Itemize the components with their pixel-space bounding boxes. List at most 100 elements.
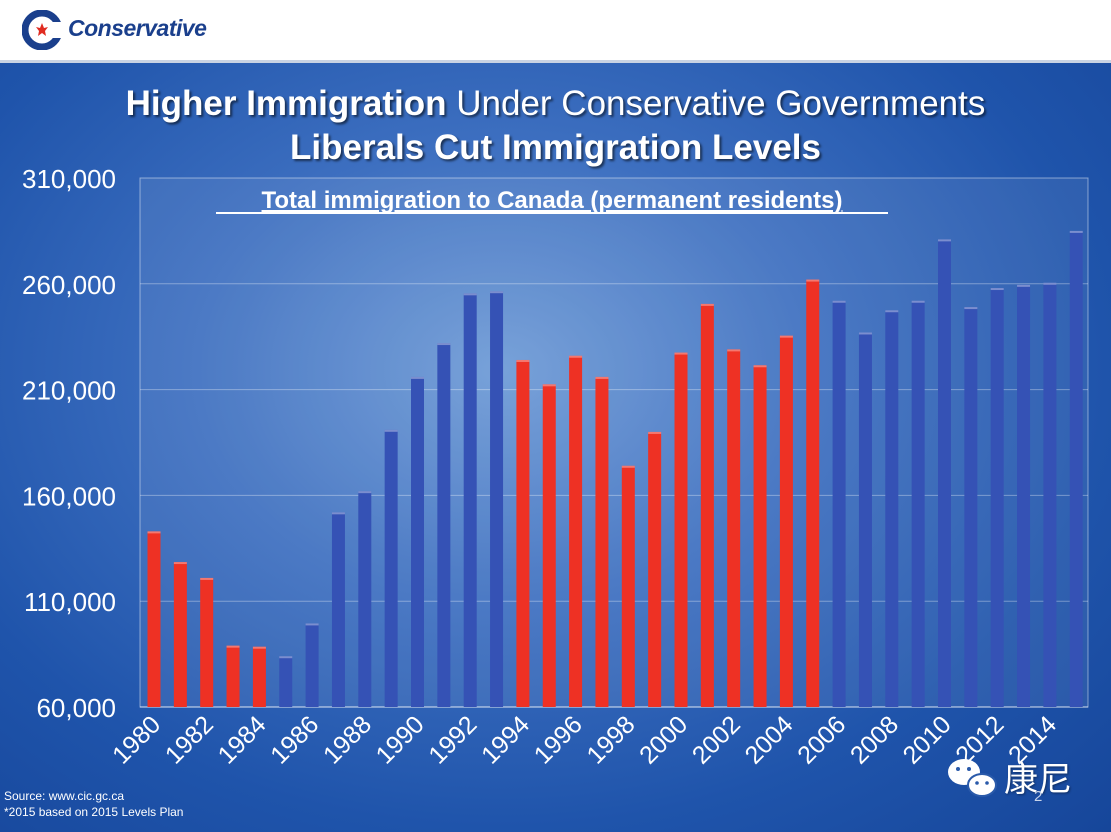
bar-1987: [331, 512, 345, 707]
watermark-text: 康尼: [1004, 760, 1072, 800]
bar-1994: [516, 359, 530, 707]
x-tick-label: 2008: [845, 710, 904, 769]
bar-highlight: [147, 531, 161, 534]
bar-2007: [858, 332, 872, 707]
footer: Source: www.cic.gc.ca *2015 based on 201…: [4, 788, 183, 820]
plot-area: [139, 177, 1089, 708]
bar-1993: [490, 291, 504, 707]
bar-highlight: [674, 352, 688, 355]
bar-highlight: [700, 303, 714, 306]
title-bold-part: Higher Immigration: [125, 84, 447, 123]
bar-highlight: [753, 365, 767, 368]
bar-highlight: [331, 512, 345, 515]
bar-2006: [832, 300, 846, 707]
bar-highlight: [648, 431, 662, 434]
bar-highlight: [569, 355, 583, 358]
bar-highlight: [226, 645, 240, 648]
bar-1984: [252, 646, 266, 707]
y-tick-label: 160,000: [22, 481, 116, 511]
x-tick-label: 2002: [687, 710, 746, 769]
bar-highlight: [806, 279, 820, 282]
bar-highlight: [463, 293, 477, 296]
wechat-icon: [948, 759, 997, 797]
x-tick-label: 1992: [423, 710, 482, 769]
bar-highlight: [911, 300, 925, 303]
bar-2001: [700, 303, 714, 707]
bar-2012: [990, 288, 1004, 707]
bar-highlight: [779, 335, 793, 338]
bar-2004: [779, 335, 793, 707]
x-tick-label: 1982: [160, 710, 219, 769]
bar-1989: [384, 429, 398, 707]
bar-highlight: [990, 288, 1004, 291]
bar-highlight: [964, 307, 978, 310]
bar-1988: [358, 491, 372, 707]
header-bar: Conservative: [0, 0, 1111, 63]
x-tick-label: 1996: [529, 710, 588, 769]
bar-highlight: [542, 384, 556, 387]
bar-highlight: [384, 429, 398, 432]
bar-highlight: [173, 562, 187, 565]
x-tick-label: 1986: [265, 710, 324, 769]
bar-2013: [1017, 284, 1031, 707]
bar-2008: [885, 310, 899, 707]
slide-title-line1: Higher Immigration Under Conservative Go…: [0, 84, 1111, 124]
bar-highlight: [200, 577, 214, 580]
bar-highlight: [595, 376, 609, 379]
bar-highlight: [885, 310, 899, 313]
bar-highlight: [727, 349, 741, 352]
bar-highlight: [938, 239, 951, 242]
bar-2011: [964, 307, 978, 707]
conservative-logo: [22, 10, 66, 50]
x-tick-label: 2006: [792, 710, 851, 769]
x-tick-label: 1990: [371, 710, 430, 769]
bar-1983: [226, 645, 240, 707]
bar-highlight: [490, 291, 504, 294]
bar-highlight: [858, 332, 872, 335]
bar-highlight: [252, 646, 266, 649]
bar-highlight: [1043, 282, 1057, 285]
bar-highlight: [437, 343, 451, 346]
y-tick-label: 260,000: [22, 270, 116, 300]
x-tick-label: 1988: [318, 710, 377, 769]
x-tick-label: 1994: [476, 710, 535, 769]
bar-1981: [173, 562, 187, 707]
y-tick-label: 110,000: [24, 587, 116, 617]
bar-2003: [753, 365, 767, 707]
bar-highlight: [1069, 230, 1083, 233]
slide-title-line2: Liberals Cut Immigration Levels: [290, 128, 821, 167]
bar-1992: [463, 293, 477, 707]
y-tick-label: 310,000: [22, 164, 116, 194]
title-regular-part: Under Conservative Governments: [446, 84, 986, 123]
bar-1991: [437, 343, 451, 707]
bar-highlight: [358, 491, 372, 494]
chart-title: Total immigration to Canada (permanent r…: [262, 187, 843, 214]
x-tick-label: 2000: [634, 710, 693, 769]
bar-1986: [305, 623, 319, 707]
x-tick-label: 1984: [213, 710, 272, 769]
bar-2010: [938, 239, 951, 707]
bar-highlight: [516, 359, 530, 362]
bar-1998: [621, 465, 635, 707]
bar-highlight: [621, 465, 635, 468]
y-tick-label: 210,000: [22, 376, 116, 406]
bar-1982: [200, 577, 214, 707]
bar-1990: [411, 376, 424, 707]
bar-1985: [279, 656, 293, 707]
bar-1999: [648, 431, 662, 707]
x-tick-label: 2004: [740, 710, 799, 769]
bar-1980: [147, 531, 161, 707]
source-text: Source: www.cic.gc.ca: [4, 789, 125, 803]
page-number: 2: [1034, 788, 1043, 805]
bar-1997: [595, 376, 609, 707]
bar-highlight: [411, 376, 424, 379]
bar-2002: [727, 349, 741, 707]
bar-2015: [1069, 230, 1083, 707]
bar-highlight: [1017, 284, 1031, 287]
bar-1995: [542, 384, 556, 707]
y-tick-label: 60,000: [36, 693, 116, 723]
footnote-text: *2015 based on 2015 Levels Plan: [4, 805, 184, 819]
bar-1996: [569, 355, 583, 707]
bar-2014: [1043, 282, 1057, 707]
